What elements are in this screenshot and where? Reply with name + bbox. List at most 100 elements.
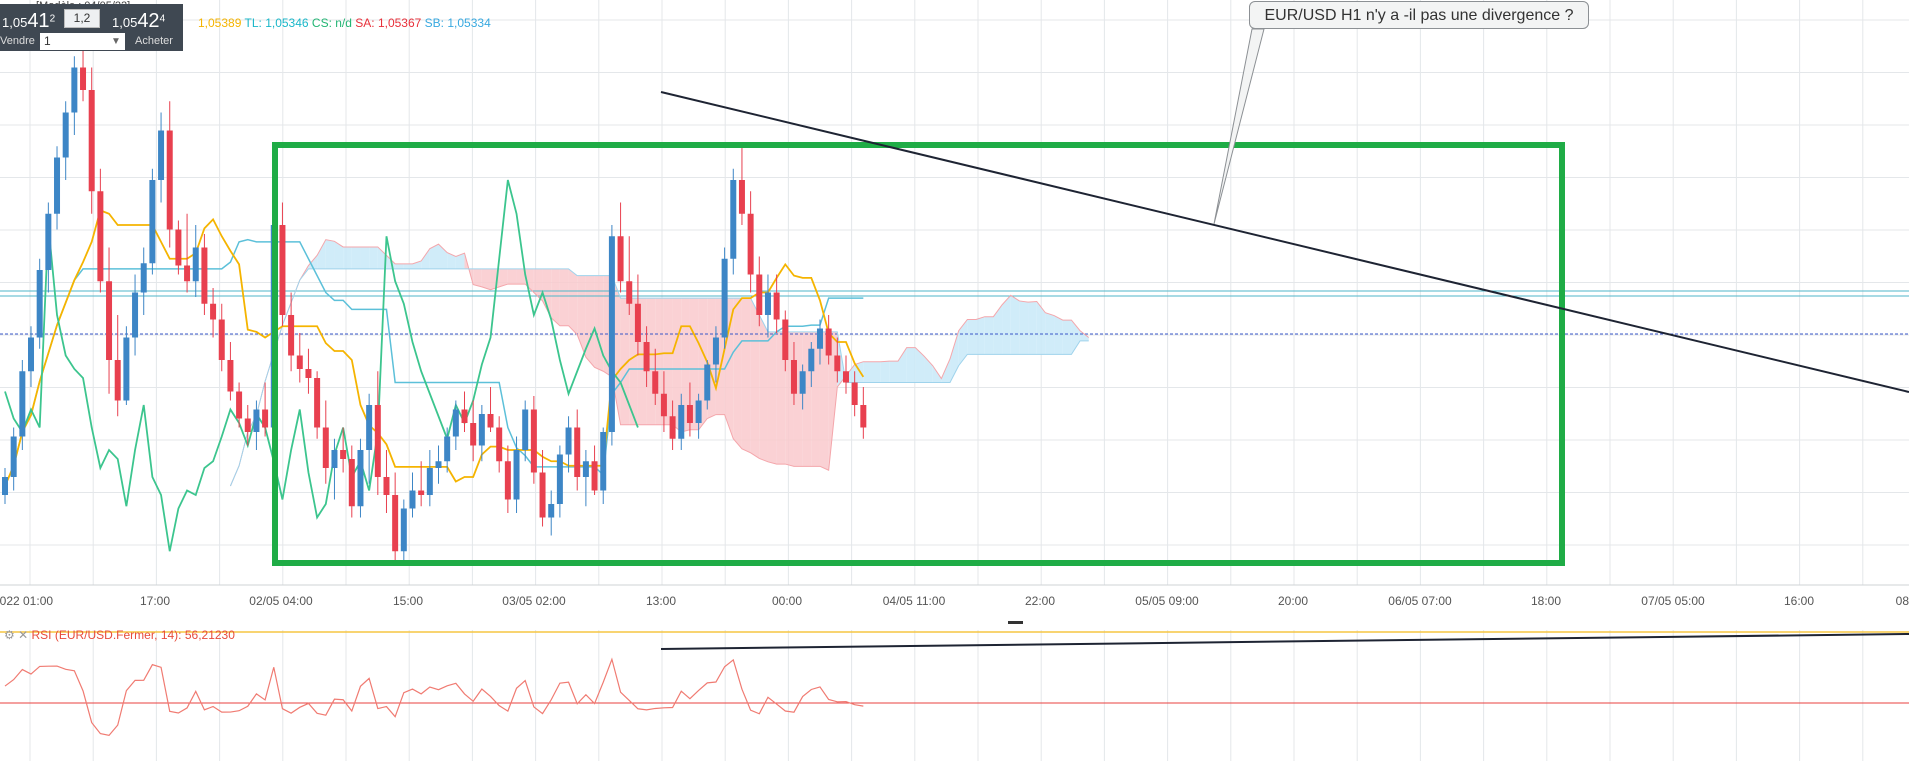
candle-body <box>227 360 234 392</box>
candle-body <box>236 391 243 419</box>
cloud-segment <box>1036 301 1046 355</box>
x-tick-label: 17:00 <box>140 594 170 608</box>
cloud-segment <box>317 239 326 269</box>
buy-price[interactable]: 1,05424 <box>112 10 166 32</box>
cloud-segment <box>351 246 361 269</box>
rsi-trend-line <box>660 633 1909 650</box>
candle-body <box>773 292 780 320</box>
candle-body <box>470 423 477 446</box>
candle-body <box>730 180 737 259</box>
candle-body <box>2 477 8 495</box>
cloud-segment <box>958 319 968 366</box>
candle-body <box>392 495 399 552</box>
drawing-overlays[interactable] <box>272 28 1909 566</box>
trend-line <box>660 91 1909 393</box>
cloud-segment <box>1045 312 1055 355</box>
candle-body <box>825 328 832 356</box>
cloud-segment <box>377 246 387 269</box>
cloud-segment <box>872 361 881 383</box>
candle-body <box>210 303 217 320</box>
cloud-segment <box>967 319 977 355</box>
cloud-segment <box>585 275 595 368</box>
sell-price[interactable]: 1,05412 <box>2 10 56 32</box>
candle-body <box>842 371 849 383</box>
indicator-part-2: 1,05346 <box>265 16 309 30</box>
candle-body <box>504 461 511 500</box>
candle-body <box>556 454 563 504</box>
cloud-segment <box>334 241 344 269</box>
candle-body <box>366 405 373 450</box>
indicator-part-3: CS: n/d <box>308 16 352 30</box>
candle-body <box>383 477 390 495</box>
candle-body <box>522 409 529 450</box>
cloud-segment <box>533 268 543 301</box>
gear-icon[interactable]: ⚙ ✕ <box>4 628 32 642</box>
chikou-line <box>4 179 639 552</box>
reference-lines <box>0 290 1909 335</box>
cloud-segment <box>1028 301 1037 355</box>
indicator-values: 1,05389 TL: 1,05346 CS: n/d SA: 1,05367 … <box>198 16 491 30</box>
cloud-segment <box>984 316 994 355</box>
cloud-segment <box>915 347 925 383</box>
time-axis: 4/2022 01:00 17:00 02/05 04:00 15:00 03/05 0… <box>0 594 1909 624</box>
x-tick-label: 15:00 <box>393 594 423 608</box>
indicator-part-0: 1,05389 <box>198 16 242 30</box>
candle-body <box>374 405 381 477</box>
candle-body <box>678 405 685 439</box>
candle-body <box>340 450 347 459</box>
indicator-part-1: TL: <box>241 16 266 30</box>
cloud-segment <box>594 275 604 372</box>
x-tick-label: 07/05 05:00 <box>1641 594 1705 608</box>
tenkan-line <box>4 209 865 487</box>
x-tick-label: 22:00 <box>1025 594 1055 608</box>
candle-body <box>539 472 546 518</box>
senkou-a-line <box>229 239 1090 487</box>
candle-body <box>660 393 667 417</box>
candle-body <box>62 112 69 158</box>
x-tick-label: 16:00 <box>1784 594 1814 608</box>
candle-body <box>88 90 95 192</box>
buy-button[interactable]: Acheter <box>135 35 173 47</box>
candle-body <box>513 450 520 500</box>
candle-body <box>461 409 468 423</box>
candle-body <box>738 180 745 214</box>
x-tick-label: 13:00 <box>646 594 676 608</box>
candle-body <box>409 490 416 509</box>
cloud-segment <box>525 268 534 293</box>
cloud-segment <box>325 239 335 269</box>
x-tick-label: 02/05 04:00 <box>249 594 313 608</box>
cloud-segment <box>1002 295 1011 355</box>
candle-body <box>782 319 789 360</box>
annotation-callout[interactable]: EUR/USD H1 n'y a -il pas une divergence … <box>1249 1 1589 29</box>
cloud-segment <box>733 298 742 449</box>
candle-body <box>123 337 130 401</box>
senkou-b-line <box>229 268 1089 487</box>
cloud-segment <box>924 356 933 383</box>
cloud-segment <box>455 253 465 269</box>
candle-body <box>97 191 104 282</box>
quantity-input[interactable]: 1 <box>40 33 125 50</box>
chevron-down-icon[interactable]: ▼ <box>111 36 121 47</box>
cloud-segment <box>863 361 872 383</box>
candle-body <box>565 427 572 455</box>
candle-body <box>331 450 338 468</box>
cloud-segment <box>776 331 786 465</box>
cloud-segment <box>663 298 673 425</box>
cloud-segment <box>412 261 422 269</box>
candle-body <box>132 292 139 338</box>
cloud-segment <box>403 263 413 269</box>
candle-body <box>253 409 260 432</box>
ichimoku-lines <box>4 179 1090 552</box>
cloud-segment <box>750 298 760 459</box>
ichimoku-cloud <box>230 239 1089 486</box>
sell-button[interactable]: Vendre <box>0 35 35 47</box>
candle-body <box>106 281 113 360</box>
candle-body <box>721 258 728 338</box>
candle-body <box>548 504 555 518</box>
candle-body <box>418 490 425 495</box>
x-tick-label: 18:00 <box>1531 594 1561 608</box>
cloud-segment <box>499 268 508 287</box>
candle-body <box>487 414 494 428</box>
candle-body <box>140 263 147 293</box>
